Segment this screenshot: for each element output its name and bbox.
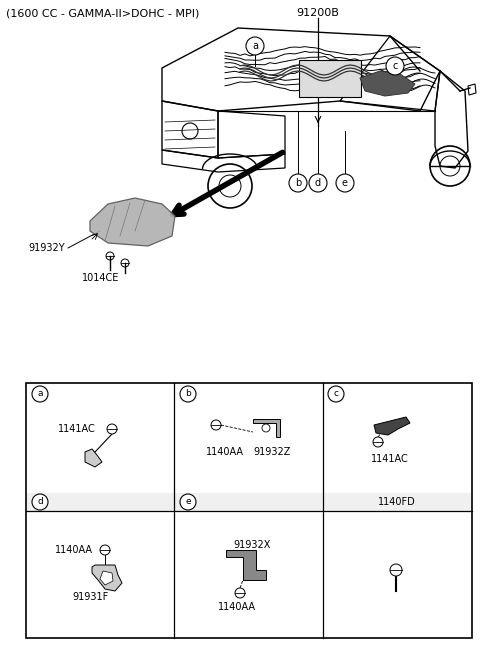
Text: 91200B: 91200B [297, 8, 339, 18]
Circle shape [373, 437, 383, 447]
Circle shape [328, 386, 344, 402]
Circle shape [336, 174, 354, 192]
Text: (1600 CC - GAMMA-II>DOHC - MPI): (1600 CC - GAMMA-II>DOHC - MPI) [6, 8, 199, 18]
Circle shape [106, 252, 114, 260]
Text: 1140AA: 1140AA [55, 545, 93, 555]
Text: 1141AC: 1141AC [371, 454, 409, 464]
Circle shape [246, 37, 264, 55]
Circle shape [262, 424, 270, 432]
Polygon shape [92, 565, 122, 591]
Polygon shape [374, 417, 410, 435]
Text: 1140AA: 1140AA [206, 447, 244, 457]
Circle shape [32, 386, 48, 402]
Text: 1140FD: 1140FD [378, 497, 416, 507]
Text: d: d [37, 497, 43, 506]
Text: b: b [295, 178, 301, 188]
Polygon shape [100, 571, 113, 585]
Polygon shape [253, 419, 280, 437]
Circle shape [121, 259, 129, 267]
Bar [26, 493, 472, 511]
Circle shape [211, 420, 221, 430]
Text: d: d [315, 178, 321, 188]
Text: a: a [37, 390, 43, 398]
Text: c: c [392, 61, 398, 71]
Text: b: b [185, 390, 191, 398]
Polygon shape [85, 449, 102, 467]
Text: a: a [252, 41, 258, 51]
Text: 1140AA: 1140AA [218, 602, 256, 612]
Circle shape [32, 494, 48, 510]
Text: c: c [334, 390, 338, 398]
Text: 91932Z: 91932Z [253, 447, 290, 457]
Circle shape [386, 57, 404, 75]
Circle shape [107, 424, 117, 434]
Text: 1014CE: 1014CE [82, 273, 120, 283]
Bar [26, 383, 472, 638]
Text: 1141AC: 1141AC [58, 424, 96, 434]
Circle shape [100, 545, 110, 555]
Text: 91931F: 91931F [72, 592, 108, 602]
Circle shape [235, 588, 245, 598]
Circle shape [309, 174, 327, 192]
Text: 91932Y: 91932Y [28, 243, 65, 253]
Circle shape [390, 564, 402, 576]
Text: 91932X: 91932X [233, 540, 270, 550]
Polygon shape [360, 71, 415, 96]
FancyBboxPatch shape [299, 60, 361, 97]
Text: e: e [342, 178, 348, 188]
Circle shape [289, 174, 307, 192]
Text: e: e [185, 497, 191, 506]
Circle shape [180, 386, 196, 402]
Polygon shape [90, 198, 175, 246]
Circle shape [180, 494, 196, 510]
Polygon shape [226, 550, 266, 580]
